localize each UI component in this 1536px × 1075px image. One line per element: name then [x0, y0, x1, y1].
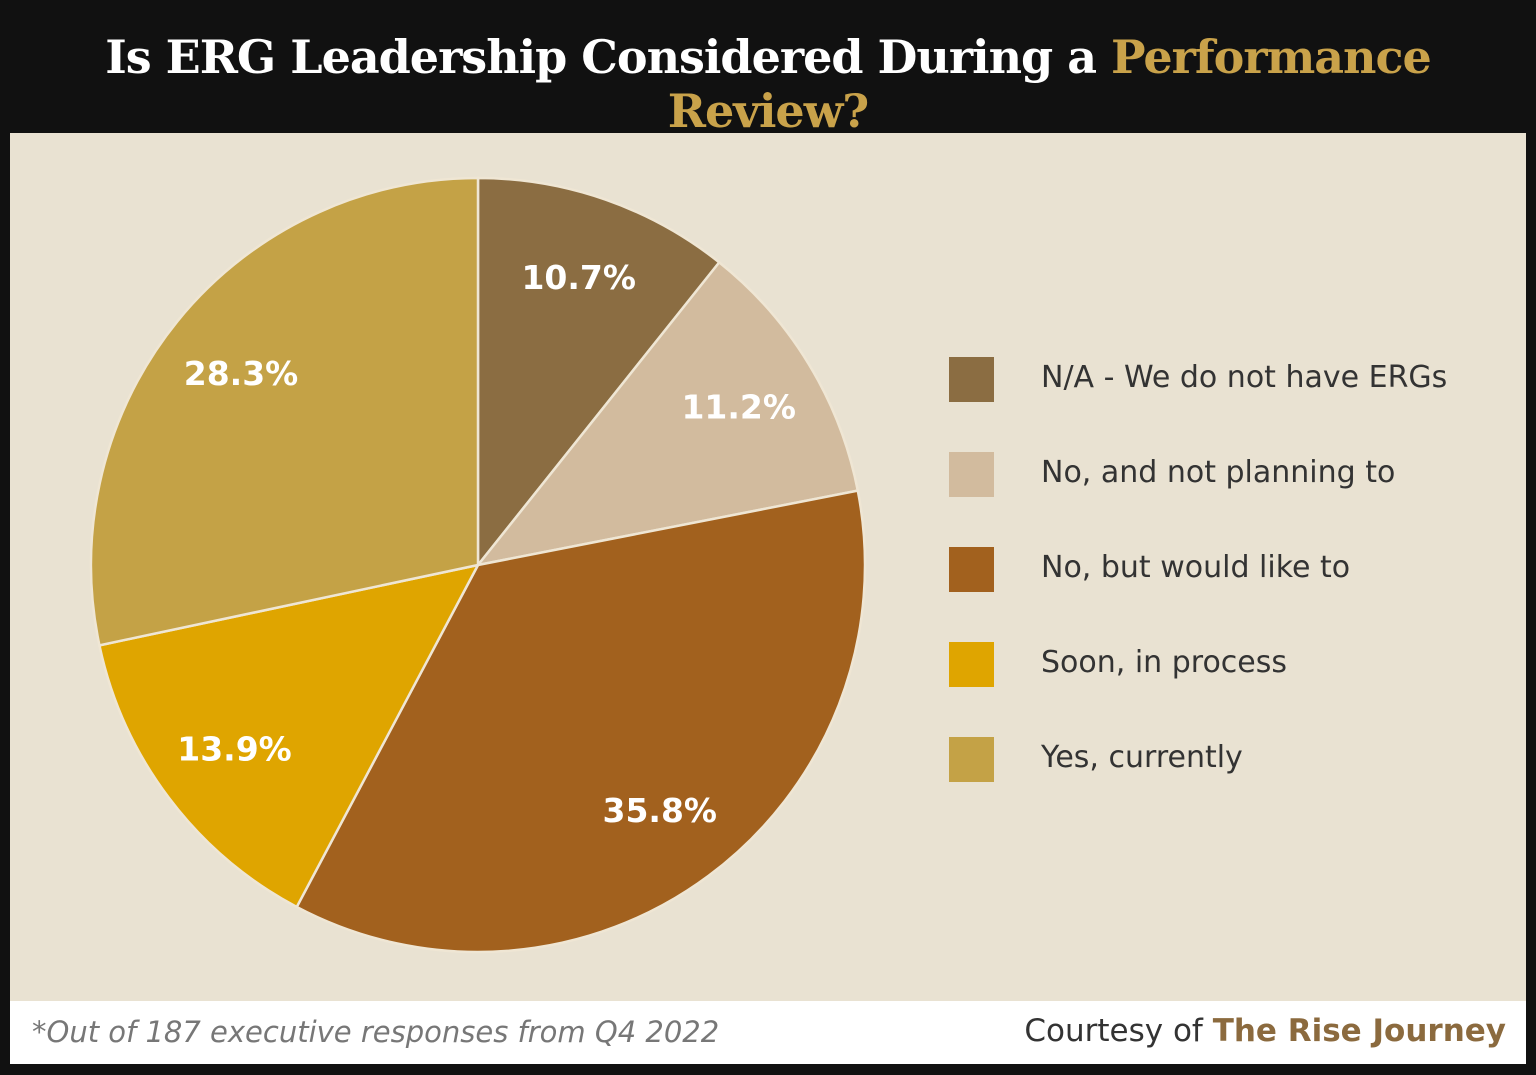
- legend-label: No, and not planning to: [1041, 455, 1396, 490]
- data-label: 11.2%: [681, 388, 796, 427]
- legend-label: Yes, currently: [1041, 740, 1243, 775]
- footer: *Out of 187 executive responses from Q4 …: [10, 1001, 1526, 1064]
- legend-item: N/A - We do not have ERGs: [949, 357, 1509, 403]
- legend-item: No, and not planning to: [949, 452, 1509, 498]
- legend-swatch: [949, 642, 994, 687]
- legend-swatch: [949, 737, 994, 782]
- legend-item: Yes, currently: [949, 737, 1509, 783]
- data-label: 35.8%: [602, 791, 717, 830]
- legend-label: No, but would like to: [1041, 550, 1351, 585]
- data-label: 13.9%: [177, 730, 292, 769]
- pie-slice: [474, 260, 860, 567]
- pie-slice: [89, 176, 480, 647]
- legend-label: N/A - We do not have ERGs: [1041, 360, 1448, 395]
- pie-slice: [295, 489, 867, 954]
- legend-item: Soon, in process: [949, 642, 1509, 688]
- pie-slice: [97, 563, 481, 909]
- credit: Courtesy of The Rise Journey: [1024, 1013, 1506, 1049]
- title-main: Is ERG Leadership Considered During a: [105, 30, 1112, 84]
- data-label: 10.7%: [521, 258, 636, 297]
- legend-item: No, but would like to: [949, 547, 1509, 593]
- credit-brand: The Rise Journey: [1212, 1013, 1506, 1049]
- title-accent: Performance Review?: [667, 30, 1432, 138]
- legend-swatch: [949, 452, 994, 497]
- chart-title: Is ERG Leadership Considered During a Pe…: [0, 30, 1536, 138]
- pie-slice: [476, 176, 721, 569]
- footnote: *Out of 187 executive responses from Q4 …: [32, 1015, 720, 1049]
- legend-swatch: [949, 547, 994, 592]
- legend-swatch: [949, 357, 994, 402]
- legend-label: Soon, in process: [1041, 645, 1288, 680]
- credit-prefix: Courtesy of: [1024, 1013, 1213, 1049]
- data-label: 28.3%: [184, 354, 299, 393]
